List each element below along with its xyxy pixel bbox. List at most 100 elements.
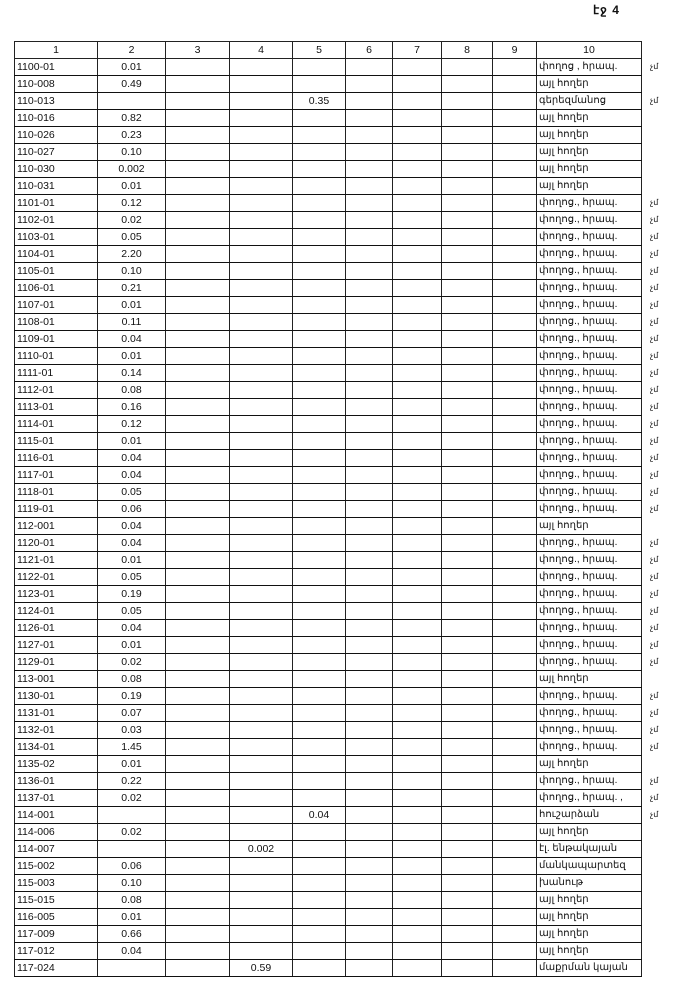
area-col4-cell: [229, 58, 293, 76]
col3-cell: [165, 500, 230, 518]
col9-cell: [492, 262, 537, 280]
margin-note: չմ: [650, 453, 659, 462]
margin-note: [650, 670, 658, 687]
area-col2-cell: 0.04: [97, 942, 166, 960]
area-col5-cell: [292, 874, 346, 892]
parcel-id-cell: 1130-01: [14, 687, 98, 705]
table-row: 1135-02 0.01 այլ հողեր: [14, 755, 642, 773]
land-use-cell: այլ հողեր: [536, 143, 642, 161]
margin-note: չմ: [650, 776, 659, 785]
col6-cell: [345, 211, 393, 229]
col8-cell: [441, 109, 493, 127]
table-row: 1129-01 0.02 փողոց., հրապ.: [14, 653, 642, 671]
area-col4-cell: [229, 211, 293, 229]
col8-cell: [441, 92, 493, 110]
area-col4-cell: [229, 364, 293, 382]
margin-note: չմ: [650, 334, 659, 343]
area-col5-cell: [292, 279, 346, 297]
col3-cell: [165, 126, 230, 144]
col6-cell: [345, 568, 393, 586]
land-use-cell: փողոց., հրապ.: [536, 330, 642, 348]
margin-note: [650, 942, 658, 959]
land-use-cell: փողոց., հրապ.: [536, 738, 642, 756]
margin-note: չմ: [650, 572, 659, 581]
col7-cell: [392, 619, 442, 637]
table-row: 1113-01 0.16 փողոց., հրապ.: [14, 398, 642, 416]
col3-cell: [165, 959, 230, 977]
area-col5-cell: [292, 687, 346, 705]
area-col2-cell: 0.66: [97, 925, 166, 943]
area-col4-cell: [229, 908, 293, 926]
area-col2-cell: 0.01: [97, 636, 166, 654]
col6-cell: [345, 177, 393, 195]
land-use-cell: փողոց., հրապ.: [536, 653, 642, 671]
area-col5-cell: [292, 245, 346, 263]
col6-cell: [345, 823, 393, 841]
margin-note: [650, 143, 658, 160]
col8-cell: [441, 126, 493, 144]
col9-cell: [492, 619, 537, 637]
area-col4-cell: [229, 534, 293, 552]
column-header-9: 9: [492, 41, 537, 59]
area-col5-cell: [292, 262, 346, 280]
column-header-5: 5: [292, 41, 346, 59]
land-use-cell: փողոց., հրապ. ,: [536, 789, 642, 807]
col7-cell: [392, 551, 442, 569]
margin-note: չմ: [650, 555, 659, 564]
area-col5-cell: [292, 330, 346, 348]
land-use-cell: մաքրման կայան: [536, 959, 642, 977]
area-col5-cell: [292, 534, 346, 552]
parcel-id-cell: 1123-01: [14, 585, 98, 603]
parcel-id-cell: 1117-01: [14, 466, 98, 484]
col7-cell: [392, 891, 442, 909]
area-col4-cell: [229, 262, 293, 280]
col9-cell: [492, 534, 537, 552]
parcel-id-cell: 110-031: [14, 177, 98, 195]
area-col2-cell: 0.08: [97, 891, 166, 909]
col8-cell: [441, 568, 493, 586]
land-use-cell: էլ. ենթակայան: [536, 840, 642, 858]
col8-cell: [441, 228, 493, 246]
col3-cell: [165, 381, 230, 399]
col8-cell: [441, 432, 493, 450]
area-col2-cell: [97, 959, 166, 977]
col8-cell: [441, 755, 493, 773]
col7-cell: [392, 585, 442, 603]
table-row: 113-001 0.08 այլ հողեր: [14, 670, 642, 688]
col7-cell: [392, 840, 442, 858]
area-col4-cell: [229, 245, 293, 263]
area-col5-cell: [292, 891, 346, 909]
table-row: 1116-01 0.04 փողոց., հրապ.: [14, 449, 642, 467]
area-col2-cell: 0.01: [97, 908, 166, 926]
area-col4-cell: [229, 721, 293, 739]
col6-cell: [345, 908, 393, 926]
area-col5-cell: [292, 551, 346, 569]
table-row: 110-008 0.49 այլ հողեր: [14, 75, 642, 93]
col6-cell: [345, 772, 393, 790]
margin-note: չմ: [650, 606, 659, 615]
col8-cell: [441, 279, 493, 297]
col9-cell: [492, 789, 537, 807]
table-row: 1121-01 0.01 փողոց., հրապ.: [14, 551, 642, 569]
col3-cell: [165, 789, 230, 807]
col9-cell: [492, 721, 537, 739]
col9-cell: [492, 398, 537, 416]
col7-cell: [392, 636, 442, 654]
table-row: 115-003 0.10 խանութ: [14, 874, 642, 892]
col6-cell: [345, 840, 393, 858]
col3-cell: [165, 857, 230, 875]
area-col4-cell: [229, 619, 293, 637]
area-col5-cell: [292, 109, 346, 127]
col8-cell: [441, 296, 493, 314]
col3-cell: [165, 568, 230, 586]
col7-cell: [392, 109, 442, 127]
col3-cell: [165, 823, 230, 841]
col3-cell: [165, 296, 230, 314]
col3-cell: [165, 432, 230, 450]
column-header-4: 4: [229, 41, 293, 59]
col8-cell: [441, 704, 493, 722]
col9-cell: [492, 500, 537, 518]
col9-cell: [492, 585, 537, 603]
area-col4-cell: [229, 313, 293, 331]
area-col5-cell: [292, 772, 346, 790]
